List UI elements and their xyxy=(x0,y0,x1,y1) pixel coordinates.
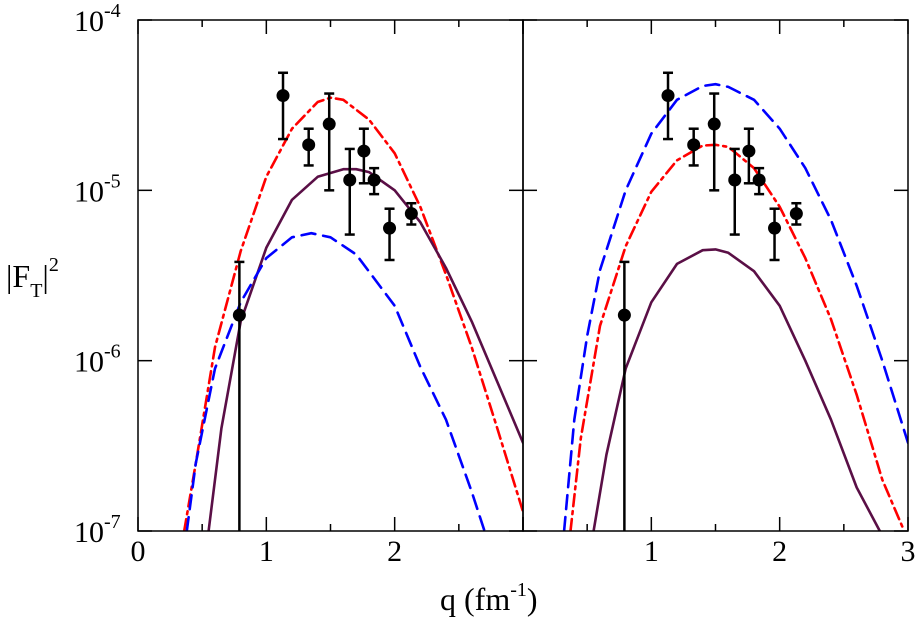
right-curve-red-dashdot xyxy=(569,143,906,531)
left-panel: 0 1 2 xyxy=(131,19,524,568)
right-data-point-1 xyxy=(661,89,675,103)
left-x-tick-label: 1 xyxy=(259,535,274,568)
left-data-point-4 xyxy=(343,173,357,187)
y-tick-label: 10-6 xyxy=(74,341,121,379)
left-data-point-6 xyxy=(367,173,381,187)
right-x-tick-label: 3 xyxy=(901,535,916,568)
right-panel-frame xyxy=(522,19,909,532)
right-curve-purple-solid xyxy=(592,248,882,531)
left-x-tick-label: 0 xyxy=(131,535,146,568)
left-curve-purple-solid xyxy=(207,167,523,531)
left-data-point-0 xyxy=(232,308,246,322)
left-data-point-1 xyxy=(276,89,290,103)
right-data-point-8 xyxy=(789,207,803,221)
right-data-point-7 xyxy=(768,221,782,235)
right-data-point-4 xyxy=(728,173,742,187)
y-tick-exp: -7 xyxy=(104,511,121,533)
left-data-point-3 xyxy=(322,117,336,131)
right-data-point-2 xyxy=(687,138,701,152)
x-axis-label: q (fm-1) xyxy=(440,579,538,617)
y-label-close: | xyxy=(42,258,48,294)
y-tick-base: 10 xyxy=(74,346,104,379)
y-tick-label: 10-4 xyxy=(74,0,121,38)
right-curve-blue-dashed xyxy=(562,82,908,531)
y-tick-exp: -4 xyxy=(104,0,121,22)
left-curve-red-dashdot xyxy=(182,96,523,531)
right-panel: 1 2 3 xyxy=(522,19,916,568)
x-label-close: ) xyxy=(527,581,538,617)
left-curve-blue-dashed xyxy=(185,231,486,531)
y-tick-label: 10-5 xyxy=(74,170,121,208)
x-label-exp: -1 xyxy=(510,579,527,601)
right-data-point-5 xyxy=(742,144,756,158)
y-tick-base: 10 xyxy=(74,5,104,38)
y-tick-exp: -6 xyxy=(104,341,121,363)
right-data-point-3 xyxy=(707,117,721,131)
right-x-tick-label: 1 xyxy=(644,535,659,568)
right-data-point-6 xyxy=(752,173,766,187)
y-label-sub: T xyxy=(30,280,42,302)
y-axis-label: |FT|2 xyxy=(6,254,59,302)
y-tick-labels: 10-710-610-510-4 xyxy=(74,0,121,549)
left-data-point-2 xyxy=(302,138,316,152)
y-tick-exp: -5 xyxy=(104,170,121,192)
left-data-point-7 xyxy=(383,221,397,235)
svg-text:|FT|2: |FT|2 xyxy=(6,254,59,302)
svg-text:q (fm-1): q (fm-1) xyxy=(440,579,538,617)
y-label-main: |F xyxy=(6,258,30,294)
right-data-point-0 xyxy=(617,308,631,322)
right-x-tick-label: 2 xyxy=(772,535,787,568)
left-data-point-5 xyxy=(357,144,371,158)
left-x-tick-label: 2 xyxy=(387,535,402,568)
y-tick-label: 10-7 xyxy=(74,511,121,549)
x-label-main: q (fm xyxy=(440,581,510,617)
y-tick-base: 10 xyxy=(74,516,104,549)
y-label-exp: 2 xyxy=(49,254,59,276)
y-tick-base: 10 xyxy=(74,175,104,208)
left-data-point-8 xyxy=(404,207,418,221)
